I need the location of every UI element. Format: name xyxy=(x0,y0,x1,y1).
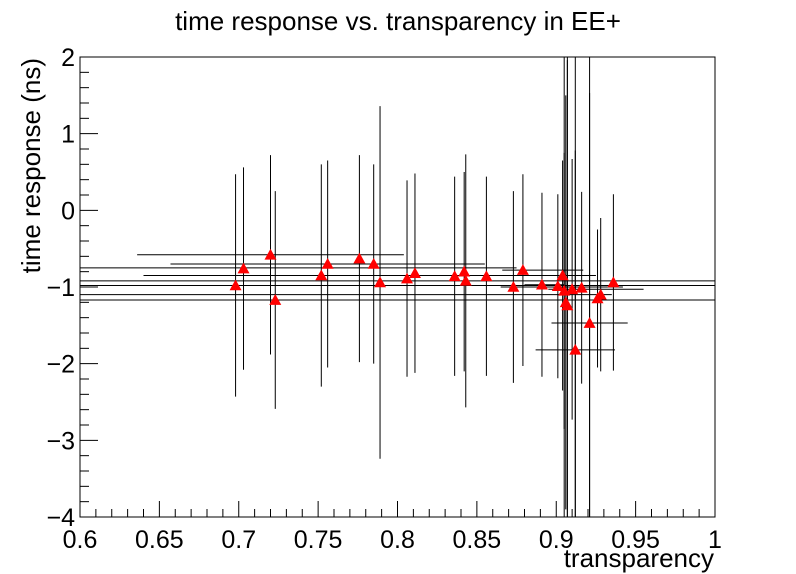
y-tick-label: 1 xyxy=(61,121,75,149)
data-point xyxy=(594,288,607,300)
data-point xyxy=(566,283,579,295)
error-bars xyxy=(80,57,715,517)
data-point xyxy=(516,264,529,275)
x-tick-label: 1 xyxy=(708,526,722,554)
data-point xyxy=(321,258,334,269)
data-point xyxy=(401,272,414,284)
y-tick-label: −1 xyxy=(46,274,75,302)
y-tick-label: 0 xyxy=(61,197,75,225)
y-axis-title: time response (ns) xyxy=(16,58,46,273)
data-point xyxy=(448,270,461,282)
data-point xyxy=(556,269,569,281)
data-point xyxy=(229,279,242,291)
x-axis-title: transparency xyxy=(564,543,714,573)
data-point xyxy=(367,258,380,269)
data-point xyxy=(353,252,366,264)
y-tick-label: −3 xyxy=(46,427,75,455)
data-point xyxy=(569,343,582,355)
data-point xyxy=(374,276,387,288)
chart-title: time response vs. transparency in EE+ xyxy=(175,6,621,36)
x-tick-label: 0.8 xyxy=(380,526,415,554)
data-points xyxy=(229,248,620,355)
y-tick-label: 2 xyxy=(61,44,75,72)
data-point xyxy=(237,262,250,274)
y-tick-label: −2 xyxy=(46,351,75,379)
x-axis-ticks xyxy=(79,501,716,517)
x-tick-label: 0.85 xyxy=(453,526,502,554)
data-point xyxy=(583,317,596,328)
data-point xyxy=(551,280,564,292)
data-point xyxy=(607,276,620,288)
data-point xyxy=(535,278,548,290)
data-point xyxy=(459,274,472,286)
data-point xyxy=(507,281,520,292)
data-point xyxy=(458,265,471,277)
data-point xyxy=(408,267,421,278)
x-tick-label: 0.65 xyxy=(135,526,184,554)
data-point xyxy=(575,281,588,293)
y-axis-tick-labels: −4 −3 −2 −1 0 1 2 xyxy=(46,44,75,532)
data-point xyxy=(561,299,574,311)
x-tick-label: 0.75 xyxy=(294,526,343,554)
data-point xyxy=(315,269,328,281)
data-point xyxy=(264,248,277,260)
x-tick-label: 0.6 xyxy=(63,526,98,554)
y-axis-ticks xyxy=(80,56,98,518)
x-tick-label: 0.7 xyxy=(221,526,256,554)
x-tick-label: 0.9 xyxy=(539,526,574,554)
x-axis-tick-labels: 0.6 0.65 0.7 0.75 0.8 0.85 0.9 0.95 1 xyxy=(63,526,722,554)
data-point xyxy=(269,294,282,305)
x-tick-label: 0.95 xyxy=(611,526,660,554)
y-tick-label: −4 xyxy=(46,504,75,532)
data-point xyxy=(480,270,493,282)
